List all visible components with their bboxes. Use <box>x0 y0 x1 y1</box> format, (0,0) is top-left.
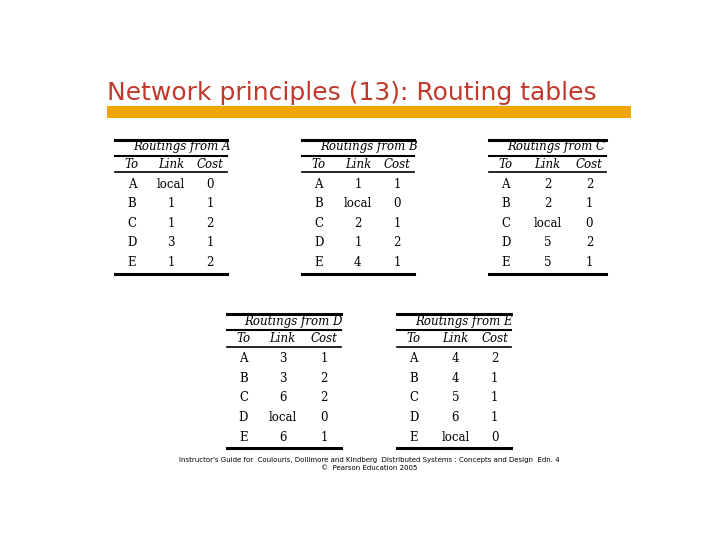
Text: 5: 5 <box>544 256 552 269</box>
Text: Cost: Cost <box>384 158 410 171</box>
Text: 2: 2 <box>491 353 498 366</box>
Text: 4: 4 <box>451 353 459 366</box>
Text: D: D <box>501 237 510 249</box>
Text: 1: 1 <box>491 372 498 385</box>
Text: 1: 1 <box>167 256 174 269</box>
Text: 1: 1 <box>491 392 498 404</box>
Text: E: E <box>410 430 418 443</box>
Text: 1: 1 <box>586 256 593 269</box>
Text: 6: 6 <box>279 392 287 404</box>
Text: 5: 5 <box>451 392 459 404</box>
Text: 2: 2 <box>393 237 400 249</box>
Text: D: D <box>314 237 323 249</box>
Text: Instructor's Guide for  Coulouris, Dollimore and Kindberg  Distributed Systems :: Instructor's Guide for Coulouris, Dollim… <box>179 457 559 471</box>
Text: Routings from B: Routings from B <box>320 140 418 153</box>
Text: local: local <box>269 411 297 424</box>
Text: E: E <box>501 256 510 269</box>
Text: Network principles (13): Routing tables: Network principles (13): Routing tables <box>107 82 596 105</box>
Text: local: local <box>157 178 185 191</box>
Text: 0: 0 <box>393 197 400 210</box>
Text: Link: Link <box>345 158 371 171</box>
Text: E: E <box>315 256 323 269</box>
Text: 1: 1 <box>354 178 361 191</box>
Text: 1: 1 <box>207 237 214 249</box>
Text: 2: 2 <box>544 197 552 210</box>
Text: 2: 2 <box>544 178 552 191</box>
Text: 6: 6 <box>451 411 459 424</box>
Text: 2: 2 <box>320 392 328 404</box>
Text: 1: 1 <box>393 217 400 230</box>
Text: 0: 0 <box>585 217 593 230</box>
Text: Cost: Cost <box>197 158 223 171</box>
Text: Cost: Cost <box>481 332 508 345</box>
Text: 2: 2 <box>354 217 361 230</box>
Text: 1: 1 <box>320 353 328 366</box>
Text: 1: 1 <box>167 197 174 210</box>
Text: A: A <box>410 353 418 366</box>
Text: 1: 1 <box>207 197 214 210</box>
Text: Link: Link <box>158 158 184 171</box>
Text: 0: 0 <box>206 178 214 191</box>
Text: D: D <box>239 411 248 424</box>
Text: 0: 0 <box>491 430 498 443</box>
Text: 4: 4 <box>451 372 459 385</box>
Text: E: E <box>127 256 136 269</box>
Text: 2: 2 <box>586 178 593 191</box>
Text: 5: 5 <box>544 237 552 249</box>
Text: To: To <box>312 158 326 171</box>
Text: 3: 3 <box>279 353 287 366</box>
Text: A: A <box>127 178 136 191</box>
Text: 1: 1 <box>393 178 400 191</box>
Text: D: D <box>409 411 418 424</box>
Text: 3: 3 <box>279 372 287 385</box>
Text: 1: 1 <box>167 217 174 230</box>
Text: 2: 2 <box>207 256 214 269</box>
Text: B: B <box>127 197 136 210</box>
Text: Routings from E: Routings from E <box>415 315 513 328</box>
Text: C: C <box>314 217 323 230</box>
Text: Routings from A: Routings from A <box>133 140 231 153</box>
Text: 2: 2 <box>320 372 328 385</box>
Text: A: A <box>239 353 248 366</box>
Text: To: To <box>499 158 513 171</box>
Text: Cost: Cost <box>576 158 603 171</box>
Text: Cost: Cost <box>311 332 338 345</box>
Text: C: C <box>409 392 418 404</box>
Text: 1: 1 <box>586 197 593 210</box>
Text: D: D <box>127 237 137 249</box>
Text: C: C <box>127 217 136 230</box>
Text: 0: 0 <box>320 411 328 424</box>
Text: Routings from D: Routings from D <box>245 315 343 328</box>
Text: To: To <box>407 332 420 345</box>
Text: 1: 1 <box>491 411 498 424</box>
Text: 1: 1 <box>320 430 328 443</box>
Text: 2: 2 <box>207 217 214 230</box>
Text: Routings from C: Routings from C <box>507 140 605 153</box>
Text: local: local <box>343 197 372 210</box>
Text: 6: 6 <box>279 430 287 443</box>
Text: 2: 2 <box>586 237 593 249</box>
Text: Link: Link <box>269 332 296 345</box>
Text: local: local <box>441 430 469 443</box>
Text: C: C <box>501 217 510 230</box>
Text: C: C <box>239 392 248 404</box>
Text: To: To <box>236 332 251 345</box>
Text: 4: 4 <box>354 256 361 269</box>
Text: To: To <box>125 158 139 171</box>
Text: local: local <box>534 217 562 230</box>
Text: 1: 1 <box>393 256 400 269</box>
Text: A: A <box>315 178 323 191</box>
Text: B: B <box>501 197 510 210</box>
Text: A: A <box>501 178 510 191</box>
Text: Link: Link <box>442 332 469 345</box>
Text: 1: 1 <box>354 237 361 249</box>
Text: E: E <box>239 430 248 443</box>
Text: B: B <box>409 372 418 385</box>
Text: B: B <box>239 372 248 385</box>
Text: 3: 3 <box>167 237 175 249</box>
FancyBboxPatch shape <box>107 106 631 118</box>
Text: B: B <box>315 197 323 210</box>
Text: Link: Link <box>534 158 561 171</box>
